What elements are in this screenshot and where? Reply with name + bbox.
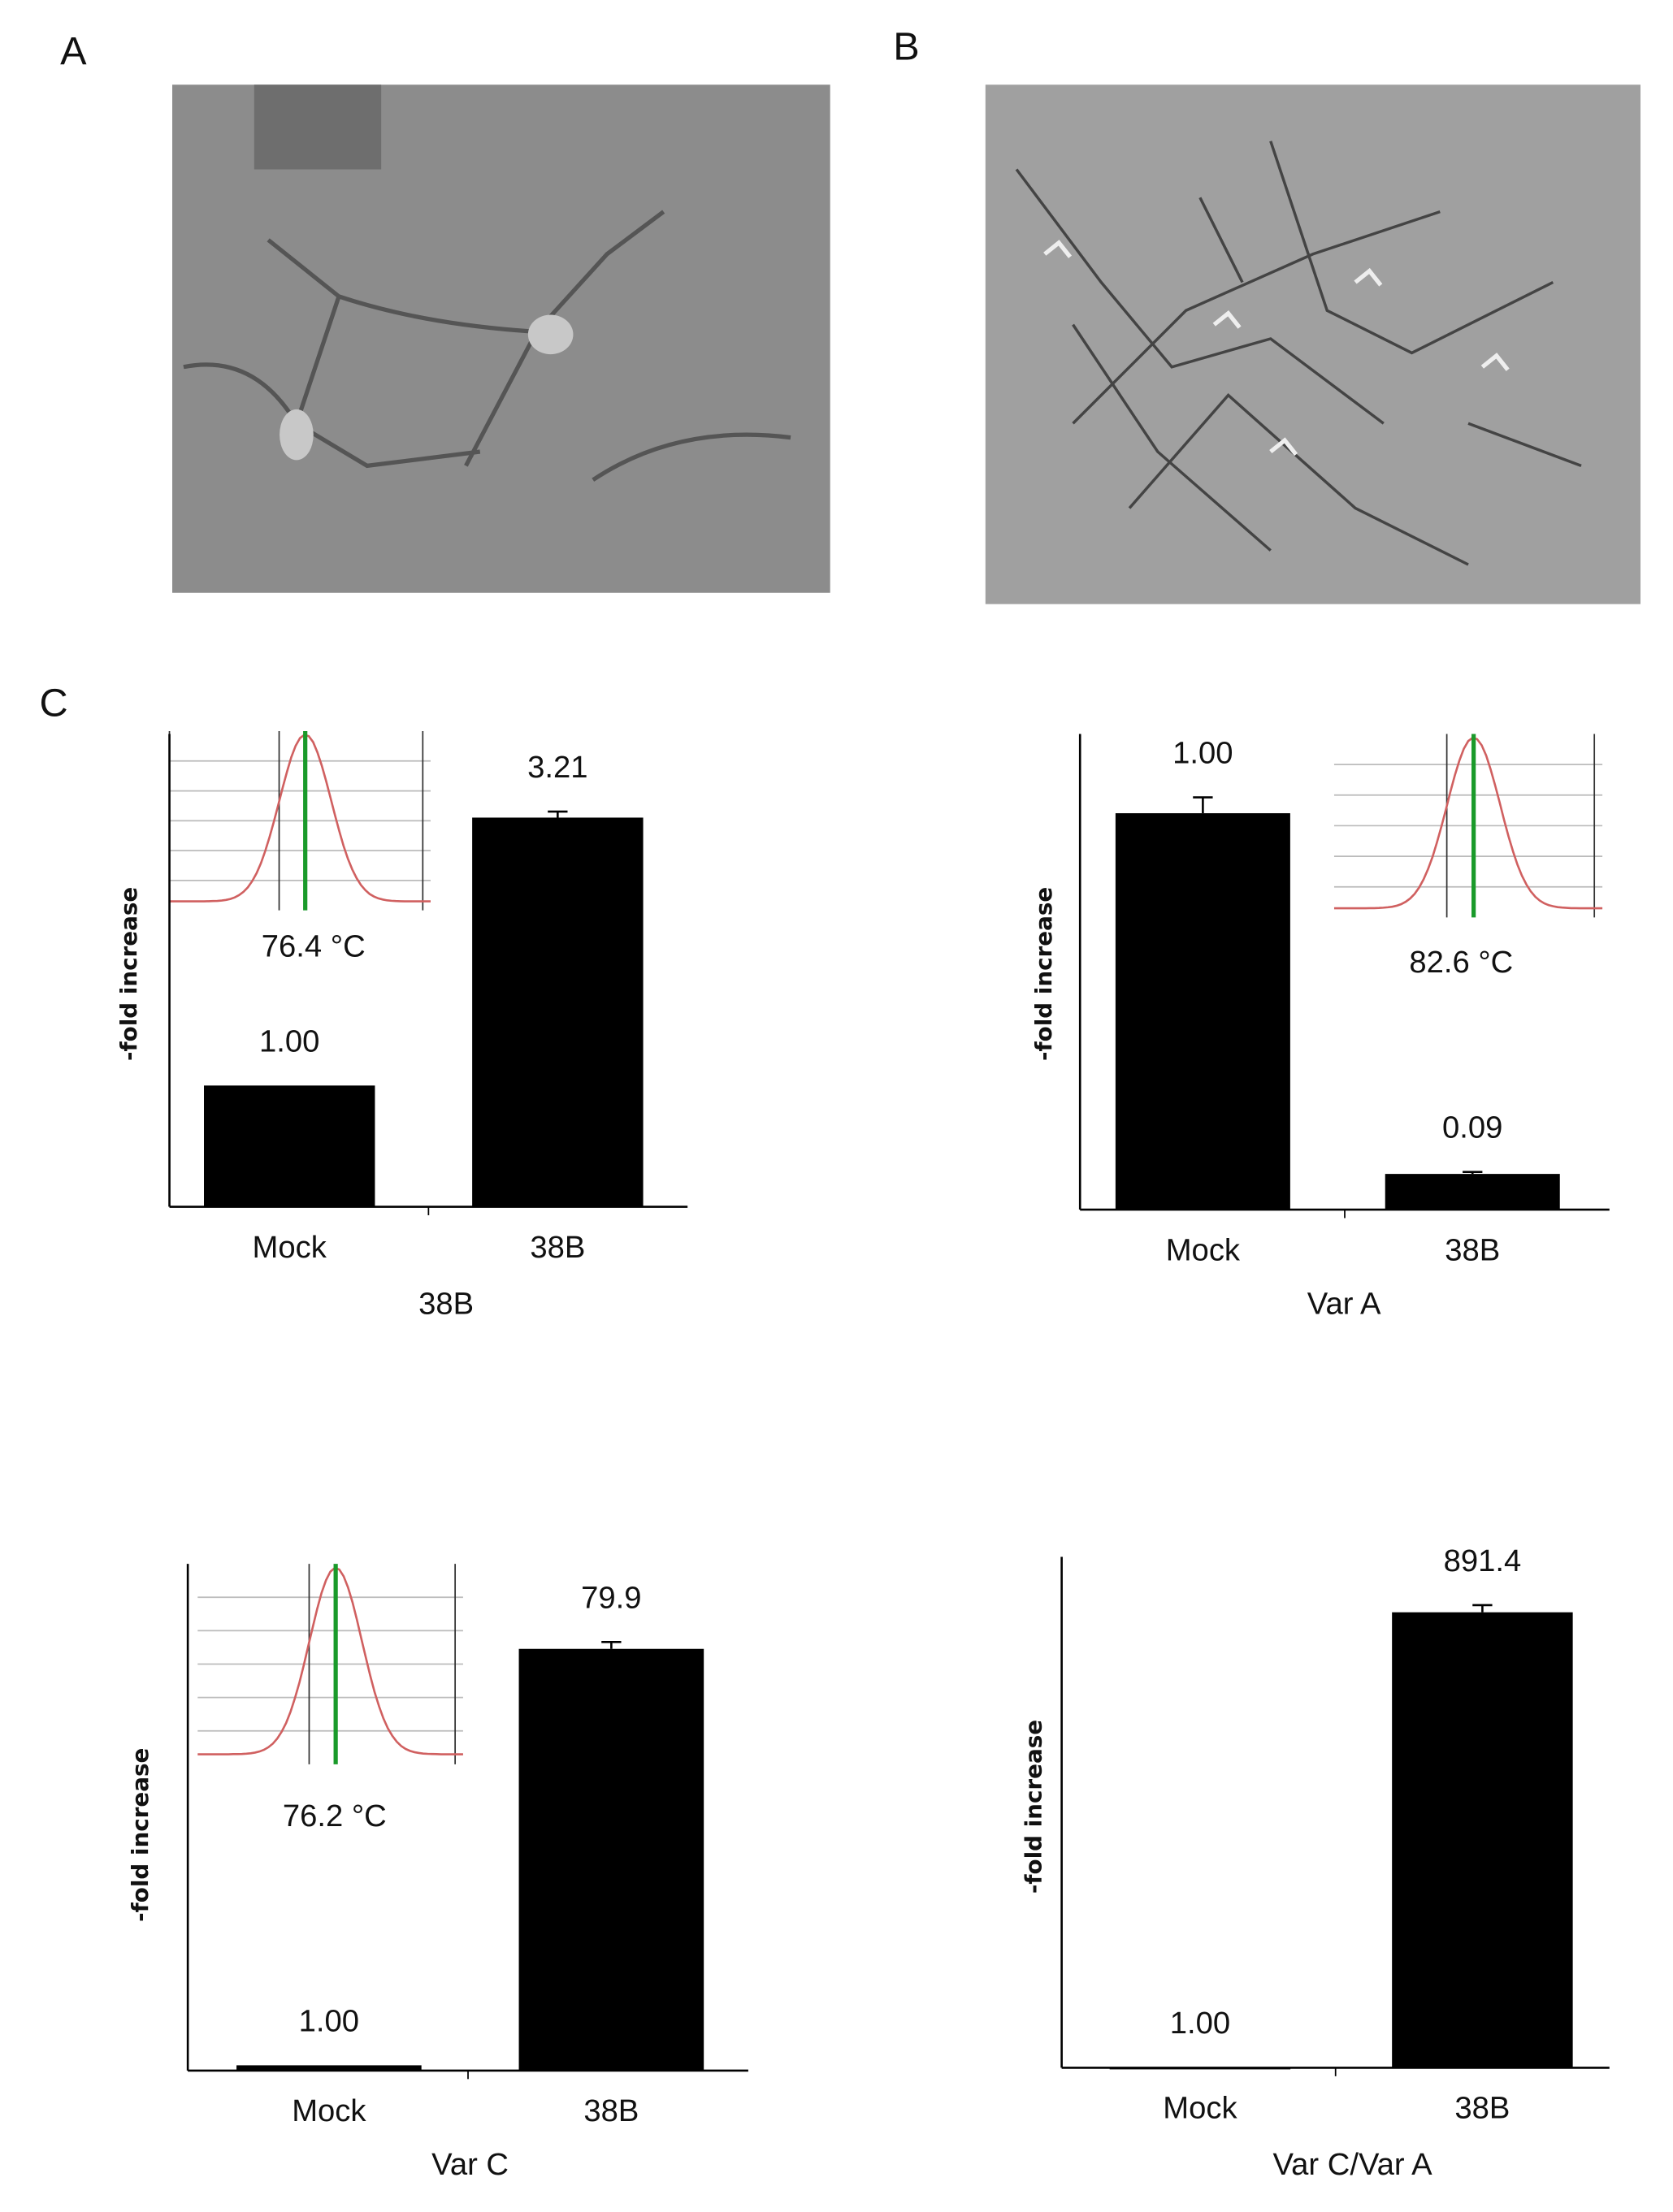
value-label: 1.00	[259, 1024, 319, 1058]
value-label: 3.21	[527, 750, 587, 785]
value-label: 891.4	[1444, 1543, 1522, 1578]
bar	[1115, 813, 1290, 1210]
value-label: 0.09	[1442, 1110, 1502, 1145]
bar	[518, 1648, 704, 2071]
bar	[204, 1085, 375, 1207]
bar-chart: 82.6 °C 1.00 Mock 0.09 38B Var A -fold increas…	[1030, 734, 1610, 1321]
inset-label: 76.4 °C	[262, 929, 366, 964]
value-label: 79.9	[581, 1580, 641, 1615]
x-axis-label: Var C	[431, 2147, 509, 2182]
y-axis-label: -fold increase	[127, 1748, 154, 1922]
bar	[1392, 1612, 1573, 2068]
melt-curve	[197, 1566, 463, 1755]
x-tick-label: 38B	[583, 2093, 639, 2128]
x-tick-label: Mock	[253, 1230, 327, 1265]
x-tick-label: Mock	[292, 2093, 366, 2128]
micrograph-b	[985, 84, 1641, 604]
panel-label: C	[39, 682, 67, 725]
bar-chart: 76.2 °C 1.00 Mock 79.9 38B Var C -fold increas…	[127, 1564, 748, 2182]
x-axis-label: Var C/Var A	[1272, 2147, 1432, 2182]
x-tick-label: 38B	[530, 1230, 585, 1265]
bar-chart: 76.4 °C 1.00 Mock 3.21 38B 38B -fold increase	[115, 731, 688, 1321]
x-tick-label: Mock	[1166, 1232, 1241, 1267]
inset-label: 82.6 °C	[1409, 945, 1513, 980]
bar-chart: 1.00 Mock 891.4 38B Var C/Var A -fold increas…	[1021, 1543, 1610, 2182]
micrograph-a	[172, 84, 830, 593]
value-label: 1.00	[1170, 2006, 1230, 2041]
x-axis-label: Var A	[1307, 1286, 1381, 1321]
value-label: 1.00	[1172, 736, 1233, 771]
melt-curve	[1333, 736, 1603, 910]
y-axis-label: -fold increase	[115, 887, 142, 1061]
x-tick-label: 38B	[1454, 2091, 1510, 2126]
bar	[236, 2065, 422, 2071]
panel-label: B	[893, 25, 919, 69]
melt-curve	[169, 734, 431, 903]
x-tick-label: 38B	[1445, 1232, 1500, 1267]
x-axis-label: 38B	[418, 1286, 474, 1321]
bar	[1385, 1174, 1560, 1210]
bar	[472, 817, 644, 1207]
x-tick-label: Mock	[1163, 2091, 1237, 2126]
panel-label: A	[60, 29, 87, 73]
y-axis-label: -fold increase	[1030, 887, 1057, 1061]
value-label: 1.00	[299, 2003, 359, 2038]
inset-label: 76.2 °C	[283, 1799, 387, 1833]
y-axis-label: -fold increase	[1021, 1720, 1047, 1894]
